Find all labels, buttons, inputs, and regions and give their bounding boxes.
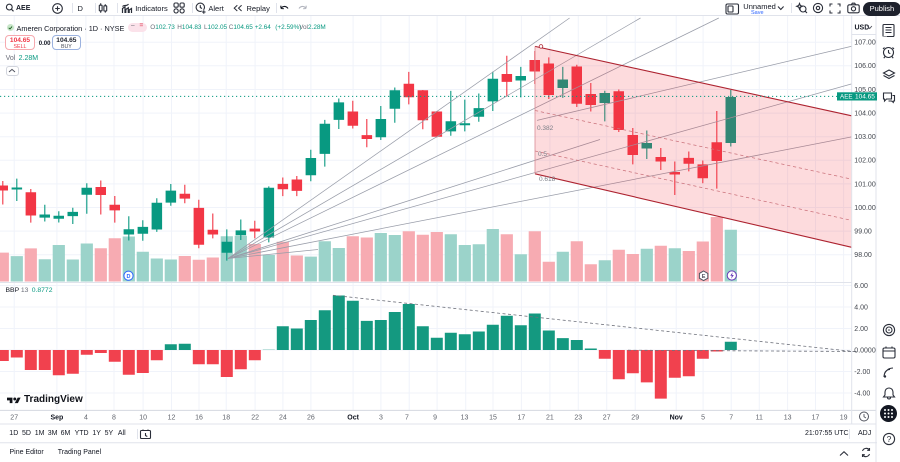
svg-text:98.00: 98.00 [854, 252, 872, 259]
svg-text:106.00: 106.00 [854, 63, 876, 70]
svg-text:4.00: 4.00 [854, 304, 868, 311]
svg-text:0.0000: 0.0000 [854, 347, 876, 354]
svg-text:2.00: 2.00 [854, 326, 868, 333]
svg-text:5: 5 [701, 415, 705, 422]
svg-text:101.00: 101.00 [854, 181, 876, 188]
svg-text:103.00: 103.00 [854, 134, 876, 141]
svg-text:18: 18 [222, 415, 230, 422]
svg-text:4: 4 [84, 415, 88, 422]
svg-text:17: 17 [812, 415, 820, 422]
svg-text:99.00: 99.00 [854, 229, 872, 236]
svg-text:26: 26 [307, 415, 315, 422]
svg-text:9: 9 [433, 415, 437, 422]
svg-text:10: 10 [139, 415, 147, 422]
svg-text:22: 22 [251, 415, 259, 422]
svg-text:-2.00: -2.00 [854, 369, 870, 376]
svg-text:29: 29 [631, 415, 639, 422]
svg-text:100.00: 100.00 [854, 205, 876, 212]
svg-text:-4.00: -4.00 [854, 390, 870, 397]
svg-text:AEE: AEE [840, 94, 853, 101]
svg-text:27: 27 [603, 415, 611, 422]
svg-text:D: D [127, 274, 131, 280]
svg-text:6.00: 6.00 [854, 283, 868, 290]
svg-text:105.00: 105.00 [854, 87, 876, 94]
svg-text:0.618: 0.618 [539, 176, 556, 183]
svg-text:7: 7 [405, 415, 409, 422]
svg-text:102.00: 102.00 [854, 158, 876, 165]
svg-text:13: 13 [461, 415, 469, 422]
svg-text:12: 12 [168, 415, 176, 422]
svg-text:15: 15 [489, 415, 497, 422]
svg-text:Sep: Sep [50, 415, 63, 422]
svg-text:8: 8 [112, 415, 116, 422]
svg-text:24: 24 [279, 415, 287, 422]
svg-text:13: 13 [784, 415, 792, 422]
svg-text:7: 7 [729, 415, 733, 422]
svg-text:104.65: 104.65 [855, 94, 875, 101]
svg-text:0.5: 0.5 [538, 151, 547, 158]
svg-text:23: 23 [574, 415, 582, 422]
svg-text:17: 17 [518, 415, 526, 422]
svg-text:USD: USD [855, 25, 870, 32]
svg-text:Nov: Nov [670, 415, 683, 422]
svg-text:16: 16 [195, 415, 203, 422]
svg-text:11: 11 [756, 415, 763, 422]
svg-text:107.00: 107.00 [854, 40, 876, 47]
svg-text:21: 21 [546, 415, 554, 422]
svg-text:Oct: Oct [347, 415, 359, 422]
svg-text:27: 27 [10, 415, 18, 422]
svg-text:0.382: 0.382 [537, 125, 554, 132]
svg-text:?: ? [887, 434, 892, 444]
svg-text:3: 3 [379, 415, 383, 422]
svg-text:E: E [702, 274, 706, 280]
svg-text:19: 19 [840, 415, 848, 422]
svg-text:104.00: 104.00 [854, 111, 876, 118]
